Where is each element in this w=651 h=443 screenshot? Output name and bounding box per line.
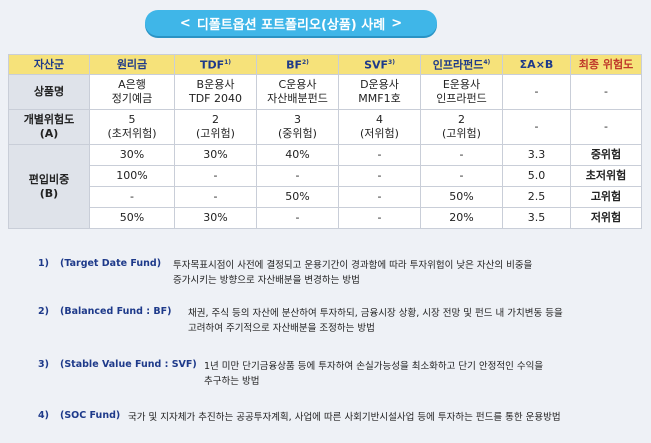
header-sum: ΣA×B	[502, 54, 571, 75]
table-cell: 3 (중위험)	[256, 109, 339, 145]
table-cell: 50%	[89, 207, 175, 229]
header-bf: BF2)	[256, 54, 339, 75]
table-cell: 5 (초저위험)	[89, 109, 175, 145]
table-cell: -	[256, 165, 339, 187]
table-cell: 20%	[420, 207, 503, 229]
table-cell: -	[570, 109, 642, 145]
table-cell: 50%	[420, 186, 503, 208]
final-risk-cell: 저위험	[570, 207, 642, 229]
weight-row: 100% - - - - 5.0 초저위험	[9, 165, 642, 187]
table-cell: -	[338, 144, 421, 166]
header-infra-fund: 인프라펀드4)	[420, 54, 503, 75]
header-asset-class: 자산군	[8, 54, 90, 75]
table-cell: 40%	[256, 144, 339, 166]
table-cell: -	[570, 74, 642, 110]
weight-row: 편입비중 (B) 30% 30% 40% - - 3.3 중위험	[8, 144, 642, 229]
table-cell: 3.5	[502, 207, 571, 229]
table-cell: -	[338, 207, 421, 229]
final-risk-cell: 고위험	[570, 186, 642, 208]
title-text: 디폴트옵션 포트폴리오(상품) 사례	[196, 17, 386, 33]
chevron-right-icon: >	[391, 15, 403, 31]
table-cell: 30%	[174, 144, 257, 166]
table-cell: 100%	[89, 165, 175, 187]
product-row: 상품명 A은행 정기예금 B운용사 TDF 2040 C운용사 자산배분펀드 D운용사…	[8, 74, 642, 110]
header-row: 자산군 원리금 TDF1) BF2) SVF3) 인프라펀드4) ΣA×B 최종…	[8, 54, 642, 75]
table-cell: 5.0	[502, 165, 571, 187]
header-svf: SVF3)	[338, 54, 421, 75]
table-cell: 30%	[174, 207, 257, 229]
table-cell: E운용사 인프라펀드	[420, 74, 503, 110]
table-cell: -	[338, 186, 421, 208]
table-cell: 2.5	[502, 186, 571, 208]
risk-row: 개별위험도 (A) 5 (초저위험) 2 (고위험) 3 (중위험) 4 (저위험) 2(…	[8, 109, 642, 145]
table-cell: D운용사 MMF1호	[338, 74, 421, 110]
table-cell: A은행 정기예금	[89, 74, 175, 110]
table-cell: 3.3	[502, 144, 571, 166]
table-cell: -	[420, 165, 503, 187]
row-label-product: 상품명	[8, 74, 90, 110]
table-cell: 2 (고위험)	[174, 109, 257, 145]
table-cell: -	[89, 186, 175, 208]
row-label-weight: 편입비중 (B)	[8, 144, 90, 229]
header-final-risk: 최종 위험도	[570, 54, 642, 75]
table-cell: 50%	[256, 186, 339, 208]
weight-row: 50% 30% - - 20% 3.5 저위험	[9, 207, 642, 229]
header-principal: 원리금	[89, 54, 175, 75]
table-cell: -	[420, 144, 503, 166]
table-cell: -	[502, 74, 571, 110]
header-tdf: TDF1)	[174, 54, 257, 75]
portfolio-table: 자산군 원리금 TDF1) BF2) SVF3) 인프라펀드4) ΣA×B 최종…	[8, 54, 642, 229]
table-cell: 30%	[89, 144, 175, 166]
row-label-risk: 개별위험도 (A)	[8, 109, 90, 145]
table-cell: C운용사 자산배분펀드	[256, 74, 339, 110]
final-risk-cell: 초저위험	[570, 165, 642, 187]
table-cell: 2 (고위험)	[420, 109, 503, 145]
chevron-left-icon: <	[179, 15, 191, 31]
weight-row: - - 50% - 50% 2.5 고위험	[9, 186, 642, 208]
table-cell: -	[174, 165, 257, 187]
table-cell: -	[502, 109, 571, 145]
table-cell: -	[174, 186, 257, 208]
final-risk-cell: 중위험	[570, 144, 642, 166]
table-cell: B운용사 TDF 2040	[174, 74, 257, 110]
table-cell: -	[338, 165, 421, 187]
page-title: < 디폴트옵션 포트폴리오(상품) 사례 >	[145, 10, 437, 36]
table-cell: 4 (저위험)	[338, 109, 421, 145]
table-cell: -	[256, 207, 339, 229]
